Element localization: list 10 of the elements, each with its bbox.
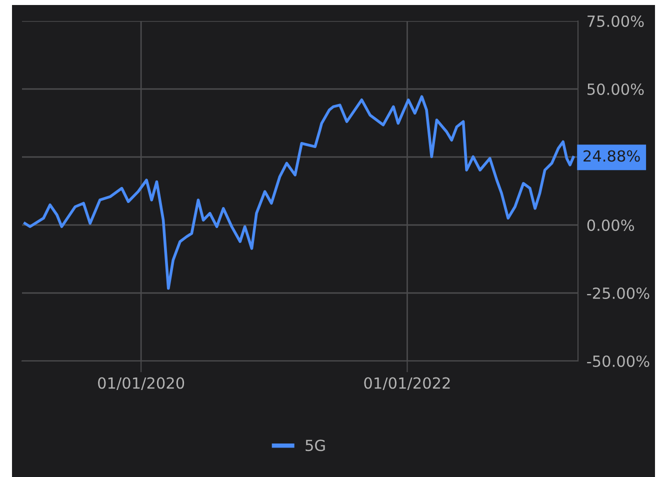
y-tick-label: 75.00% [588,15,644,28]
x-tick-label: 01/01/2022 [364,377,450,390]
legend-label: 5G [306,440,325,452]
line-series [24,95,575,290]
x-tick-label: 01/01/2020 [98,377,184,390]
y-tick-label: 50.00% [588,83,644,96]
y-tick-label: -25.00% [587,287,650,300]
annotation: 24.88% [584,150,640,162]
y-tick-label: 0.00% [587,219,634,232]
y-tick-label: -50.00% [587,355,650,368]
